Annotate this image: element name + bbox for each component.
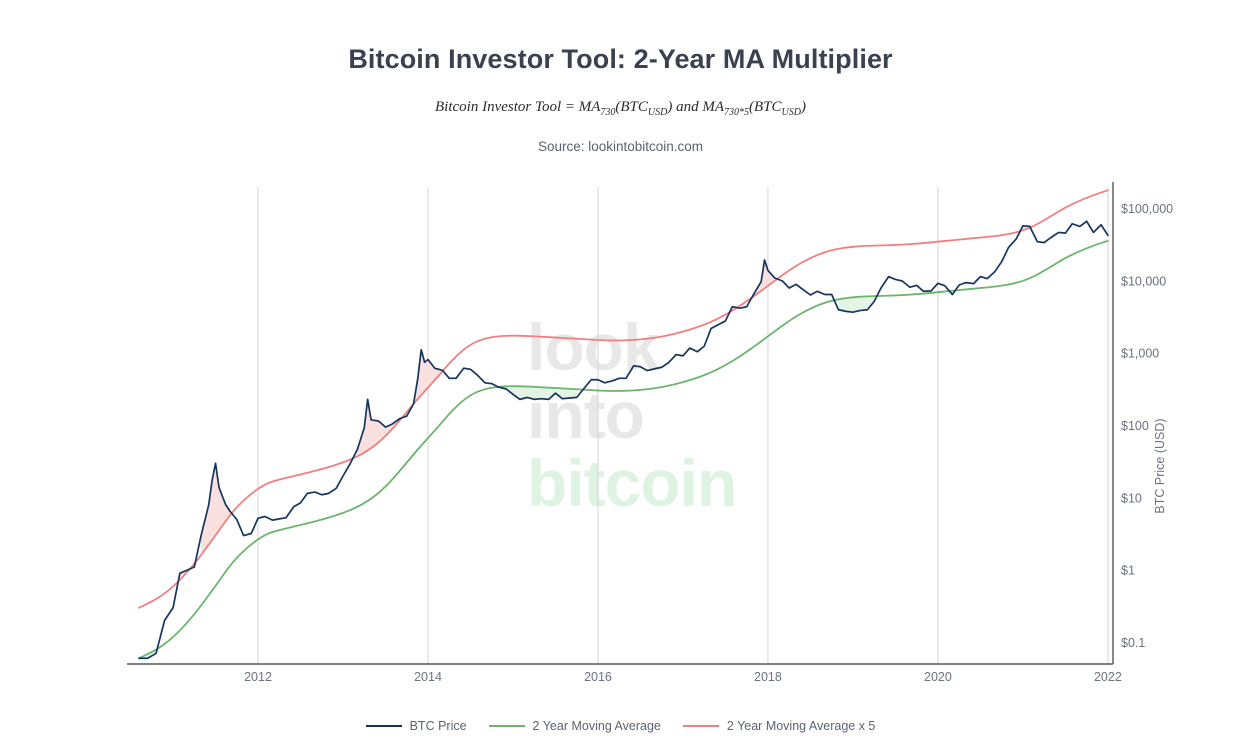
subtitle-mid2: ) and MA [667,99,725,115]
fill-below-lower-band [498,386,577,400]
subtitle-tail: ) [800,99,806,115]
watermark-line-3: bitcoin [527,446,736,520]
legend-label: 2 Year Moving Average [532,719,661,733]
legend-swatch-icon [488,724,525,728]
y-axis-title-text: BTC Price (USD) [1153,418,1167,513]
legend-label: 2 Year Moving Average x 5 [726,719,876,733]
x-tick-label: 2020 [924,670,952,684]
fill-above-upper-band [753,260,775,297]
y-tick-label: $1,000 [1121,347,1159,361]
subtitle-lead: Bitcoin Investor Tool = MA [435,99,601,115]
y-tick-label: $10,000 [1121,274,1166,288]
x-tick-label: 2016 [584,670,612,684]
subtitle-mid1: (BTC [615,99,648,115]
subtitle-sub-usd-a: USD [647,107,668,118]
y-axis-title: BTC Price (USD) [1153,418,1167,513]
subtitle-sub-730a: 730 [600,107,616,118]
fill-below-lower-band [838,296,875,313]
y-tick-label: $100,000 [1121,202,1173,216]
y-tick-label: $1 [1121,564,1135,578]
x-tick-label: 2012 [244,670,272,684]
legend-swatch-icon [365,724,402,728]
chart-fill-bands [147,225,1030,659]
series-line-2y-ma-x5 [138,189,1109,609]
chart-legend: BTC Price 2 Year Moving Average 2 Year Mov… [0,719,1241,733]
series-line-2y-ma [138,239,1109,660]
y-tick-label: $10 [1121,491,1142,505]
x-tick-label: 2022 [1094,670,1122,684]
chart-gridlines [257,187,1109,664]
x-axis-ticks: 2012 2014 2016 2018 2020 2022 [244,670,1122,684]
chart-axes [127,182,1114,665]
legend-item-1[interactable]: BTC Price [365,719,467,733]
fill-above-upper-band [201,463,230,556]
x-tick-label: 2018 [754,670,782,684]
watermark: lookintobitcoin [527,310,737,520]
fill-above-upper-band [357,399,400,457]
legend-label: BTC Price [409,719,467,733]
y-axis-ticks: $100,000 $10,000 $1,000 $100 $10 $1 $0.1 [1121,202,1173,650]
legend-item-2[interactable]: 2 Year Moving Average [488,719,661,733]
y-tick-label: $0.1 [1121,636,1145,650]
chart-subtitle: Bitcoin Investor Tool = MA730(BTCUSD) an… [0,99,1241,118]
chart-source: Source: lookintobitcoin.com [537,139,704,154]
legend-swatch-icon [682,724,719,728]
legend-item-3[interactable]: 2 Year Moving Average x 5 [682,719,876,733]
x-tick-label: 2014 [414,670,442,684]
chart-series-lines [138,189,1109,660]
page-title: Bitcoin Investor Tool: 2-Year MA Multipl… [348,44,893,74]
watermark-line-1: look [527,310,660,384]
subtitle-sub-730x5: 730*5 [724,107,750,118]
subtitle-mid3: (BTC [749,99,782,115]
subtitle-sub-usd-b: USD [781,107,801,118]
fill-above-upper-band [413,349,443,404]
y-tick-label: $100 [1121,419,1149,433]
series-line-btc-price [138,220,1109,660]
